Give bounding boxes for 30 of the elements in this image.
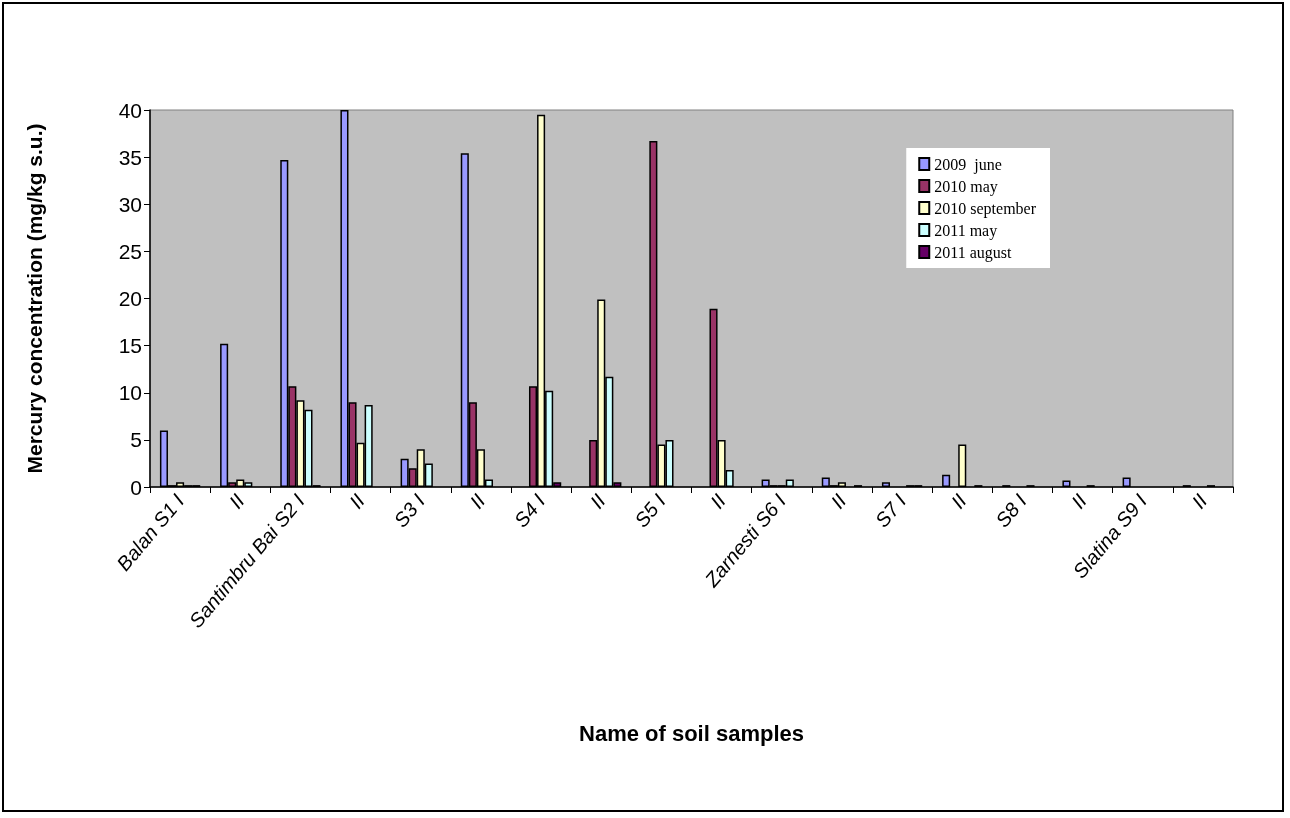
legend-label: 2010 may xyxy=(934,177,998,196)
x-tick-label: II xyxy=(465,489,490,513)
legend-label: 2011 august xyxy=(934,243,1012,262)
y-tick-label: 10 xyxy=(118,381,142,405)
x-tick-label: II xyxy=(585,489,610,513)
y-tick-label: 20 xyxy=(118,287,142,310)
y-tick-label: 30 xyxy=(118,192,142,216)
x-tick-label: II xyxy=(1067,489,1092,513)
y-tick-label: 15 xyxy=(118,334,142,358)
y-tick-label: 40 xyxy=(118,98,142,122)
y-tick-label: 35 xyxy=(118,145,142,169)
x-tick-label: S4 I xyxy=(509,489,550,532)
y-tick-label: 25 xyxy=(118,239,142,263)
x-tick-label: S7 I xyxy=(870,489,911,532)
y-axis-title: Mercury concentration (mg/kg s.u.) xyxy=(23,123,46,474)
y-tick-label: 5 xyxy=(130,428,142,452)
x-tick-label: S3 I xyxy=(389,489,430,532)
legend-label: 2011 may xyxy=(934,221,998,240)
x-tick-label: II xyxy=(706,489,731,513)
x-tick-label: II xyxy=(826,489,851,513)
x-tick-label: S8 I xyxy=(991,489,1032,532)
x-tick-label: II xyxy=(224,489,249,513)
x-tick-label: S5 I xyxy=(630,489,671,532)
x-tick-label: II xyxy=(946,489,971,513)
x-axis-title: Name of soil samples xyxy=(579,720,804,746)
legend-label: 2009 june xyxy=(934,155,1002,174)
y-tick-label: 0 xyxy=(130,475,142,499)
legend-label: 2010 september xyxy=(934,199,1037,218)
x-tick-label: II xyxy=(1187,489,1212,513)
x-tick-label: II xyxy=(345,489,370,513)
